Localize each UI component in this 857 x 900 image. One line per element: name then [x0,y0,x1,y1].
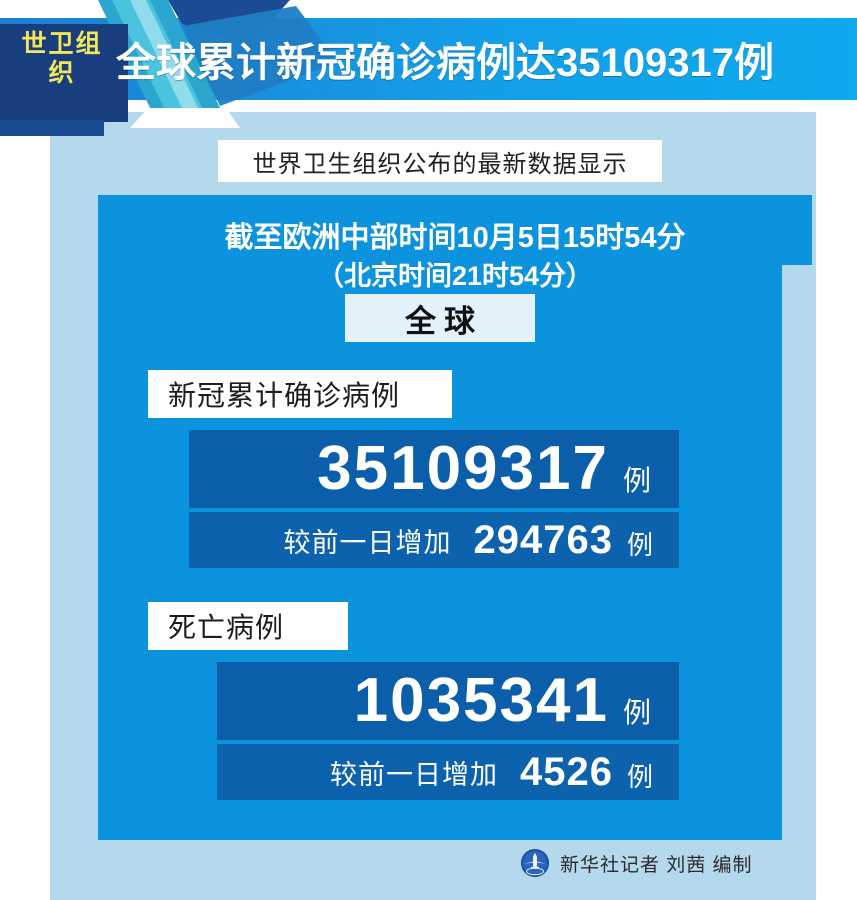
confirmed-cases-label-chip: 新冠累计确诊病例 [148,370,452,418]
confirmed-cases-delta-value: 294763 [473,517,613,562]
footer-credit-text: 新华社记者 刘茜 编制 [560,854,753,876]
confirmed-cases-delta-block: 较前一日增加 294763 例 [189,512,679,568]
confirmed-cases-delta-label: 较前一日增加 [283,527,452,558]
source-text: 世界卫生组织公布的最新数据显示 [252,150,628,178]
who-badge-label: 世卫组织 [21,30,103,87]
inner-panel-top-band [98,195,812,265]
timestamp-line-primary: 截至欧洲中部时间10月5日15时54分 [224,222,686,254]
confirmed-cases-total-block: 35109317 例 [189,430,679,508]
deaths-delta-label: 较前一日增加 [330,759,498,790]
xinhua-emblem-icon [520,848,550,878]
confirmed-cases-label: 新冠累计确诊病例 [168,380,401,411]
deaths-delta-value: 4526 [520,749,613,794]
deaths-total-block: 1035341 例 [217,662,679,740]
confirmed-cases-total-unit: 例 [622,465,651,496]
deaths-total-unit: 例 [622,697,651,728]
deaths-delta-block: 较前一日增加 4526 例 [217,744,679,800]
deaths-label: 死亡病例 [168,612,285,643]
confirmed-cases-total-value: 35109317 [317,434,609,503]
scope-badge: 全球 [345,294,535,342]
deaths-total-value: 1035341 [353,666,609,735]
confirmed-cases-delta-unit: 例 [626,529,653,560]
page-title: 全球累计新冠确诊病例达35109317例 [116,41,774,85]
source-banner: 世界卫生组织公布的最新数据显示 [218,140,662,182]
footer-credit: 新华社记者 刘茜 编制 [520,846,753,880]
deaths-label-chip: 死亡病例 [148,602,348,650]
deaths-delta-unit: 例 [626,761,653,792]
timestamp-line-secondary: （北京时间21时54分） [316,261,594,291]
scope-label: 全球 [405,303,483,339]
